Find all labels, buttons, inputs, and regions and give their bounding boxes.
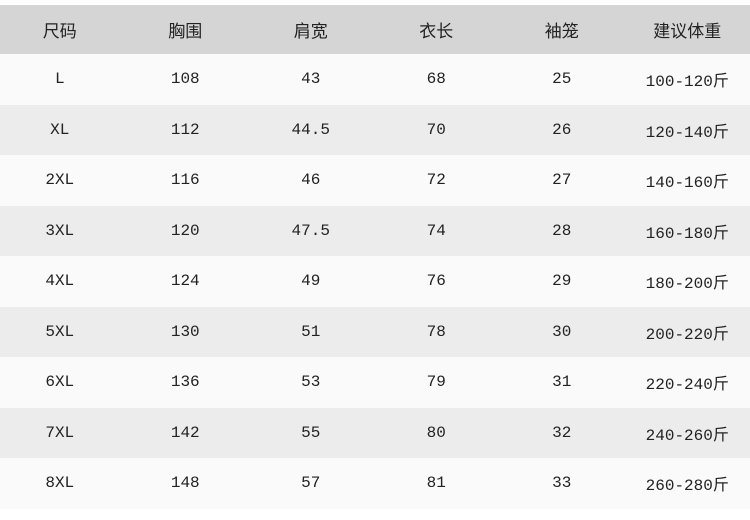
table-row: 2XL 116 46 72 27 140-160斤 xyxy=(0,155,750,206)
table-cell: 44.5 xyxy=(248,104,374,155)
table-cell: 79 xyxy=(373,357,499,408)
table-cell: 55 xyxy=(248,407,374,458)
table-cell: XL xyxy=(0,104,123,155)
table-cell: 8XL xyxy=(0,458,123,509)
table-cell: 32 xyxy=(499,407,625,458)
table-cell: 5XL xyxy=(0,306,123,357)
table-cell: 31 xyxy=(499,357,625,408)
table-cell: 78 xyxy=(373,306,499,357)
table-cell: 28 xyxy=(499,205,625,256)
table-row: L 108 43 68 25 100-120斤 xyxy=(0,54,750,105)
table-cell: 260-280斤 xyxy=(624,458,750,509)
table-cell: 81 xyxy=(373,458,499,509)
column-header: 建议体重 xyxy=(624,5,750,54)
table-row: 4XL 124 49 76 29 180-200斤 xyxy=(0,256,750,307)
column-header: 尺码 xyxy=(0,5,123,54)
table-cell: 220-240斤 xyxy=(624,357,750,408)
table-cell: 4XL xyxy=(0,256,123,307)
table-cell: 43 xyxy=(248,54,374,105)
table-cell: 180-200斤 xyxy=(624,256,750,307)
size-chart-body: L 108 43 68 25 100-120斤 XL 112 44.5 70 26 120-140斤 2… xyxy=(0,54,750,509)
table-cell: 72 xyxy=(373,155,499,206)
table-row: 8XL 148 57 81 33 260-280斤 xyxy=(0,458,750,509)
table-cell: 6XL xyxy=(0,357,123,408)
table-cell: 46 xyxy=(248,155,374,206)
table-row: 7XL 142 55 80 32 240-260斤 xyxy=(0,407,750,458)
table-cell: L xyxy=(0,54,123,105)
table-cell: 124 xyxy=(122,256,248,307)
table-cell: 33 xyxy=(499,458,625,509)
table-cell: 2XL xyxy=(0,155,123,206)
header-row: 尺码 胸围 肩宽 衣长 袖笼 建议体重 xyxy=(0,5,750,54)
table-cell: 29 xyxy=(499,256,625,307)
column-header: 胸围 xyxy=(122,5,248,54)
table-cell: 100-120斤 xyxy=(624,54,750,105)
table-cell: 26 xyxy=(499,104,625,155)
table-cell: 25 xyxy=(499,54,625,105)
table-cell: 120-140斤 xyxy=(624,104,750,155)
table-cell: 130 xyxy=(122,306,248,357)
table-cell: 68 xyxy=(373,54,499,105)
table-cell: 116 xyxy=(122,155,248,206)
size-chart-table: 尺码 胸围 肩宽 衣长 袖笼 建议体重 L 108 43 68 25 100-120斤 XL 112 44… xyxy=(0,5,750,509)
table-cell: 57 xyxy=(248,458,374,509)
table-cell: 142 xyxy=(122,407,248,458)
table-cell: 148 xyxy=(122,458,248,509)
table-cell: 53 xyxy=(248,357,374,408)
table-cell: 7XL xyxy=(0,407,123,458)
table-row: 6XL 136 53 79 31 220-240斤 xyxy=(0,357,750,408)
table-cell: 112 xyxy=(122,104,248,155)
table-cell: 160-180斤 xyxy=(624,205,750,256)
table-cell: 70 xyxy=(373,104,499,155)
table-cell: 136 xyxy=(122,357,248,408)
table-cell: 27 xyxy=(499,155,625,206)
table-row: 5XL 130 51 78 30 200-220斤 xyxy=(0,306,750,357)
table-cell: 51 xyxy=(248,306,374,357)
table-cell: 47.5 xyxy=(248,205,374,256)
table-cell: 3XL xyxy=(0,205,123,256)
table-cell: 140-160斤 xyxy=(624,155,750,206)
table-cell: 76 xyxy=(373,256,499,307)
column-header: 衣长 xyxy=(373,5,499,54)
column-header: 袖笼 xyxy=(499,5,625,54)
table-cell: 30 xyxy=(499,306,625,357)
table-cell: 120 xyxy=(122,205,248,256)
table-cell: 108 xyxy=(122,54,248,105)
table-cell: 49 xyxy=(248,256,374,307)
column-header: 肩宽 xyxy=(248,5,374,54)
table-row: 3XL 120 47.5 74 28 160-180斤 xyxy=(0,205,750,256)
table-cell: 74 xyxy=(373,205,499,256)
table-row: XL 112 44.5 70 26 120-140斤 xyxy=(0,104,750,155)
table-cell: 240-260斤 xyxy=(624,407,750,458)
table-cell: 80 xyxy=(373,407,499,458)
table-cell: 200-220斤 xyxy=(624,306,750,357)
